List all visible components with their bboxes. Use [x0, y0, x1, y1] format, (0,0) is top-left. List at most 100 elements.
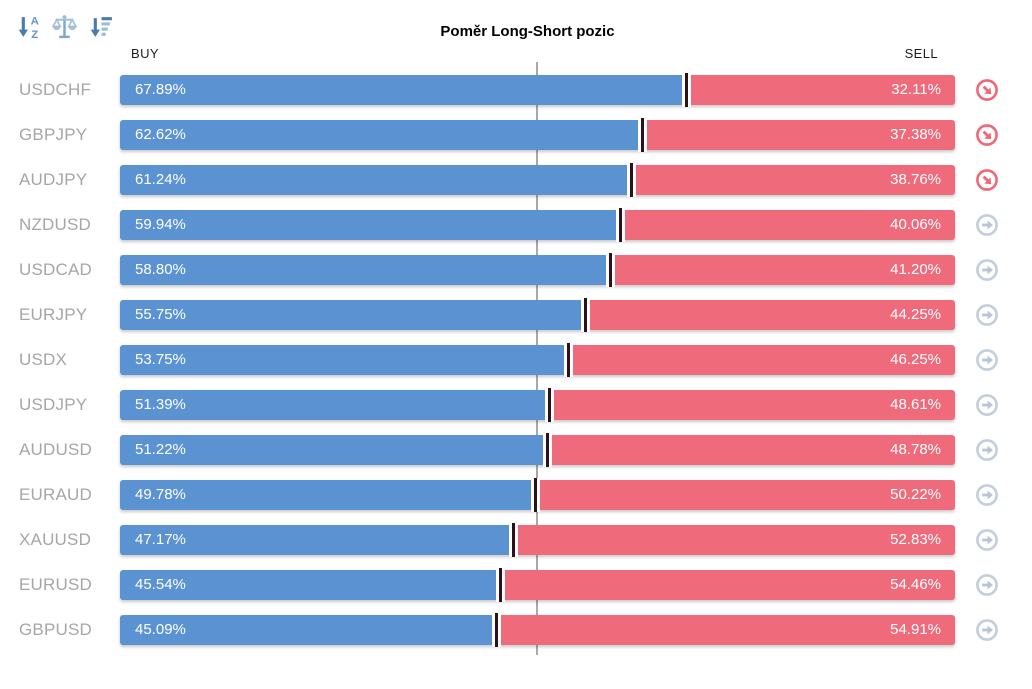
signal-cell: [955, 618, 1032, 642]
ratio-bars: 62.62% 37.38%: [120, 117, 955, 152]
sort-alphabetical-icon: A Z: [15, 13, 42, 45]
buy-sell-divider-tick: [606, 252, 616, 287]
buy-sell-divider-tick: [564, 342, 574, 377]
buy-column-header: BUY: [131, 46, 159, 61]
sort-alphabetical-button[interactable]: A Z: [15, 15, 42, 42]
table-row: AUDUSD 51.22% 48.78%: [0, 427, 1032, 472]
ratio-bars: 45.54% 54.46%: [120, 567, 955, 602]
pair-label: EURJPY: [19, 304, 88, 324]
signal-cell: [955, 78, 1032, 102]
buy-sell-divider-tick: [626, 162, 636, 197]
ratio-bars: 51.22% 48.78%: [120, 432, 955, 467]
signal-right-button[interactable]: [975, 528, 999, 552]
buy-bar: 51.22%: [120, 434, 548, 465]
arrow-right-circle-icon: [975, 303, 999, 331]
table-row: EURAUD 49.78% 50.22%: [0, 472, 1032, 517]
ratio-bars: 58.80% 41.20%: [120, 252, 955, 287]
signal-right-button[interactable]: [975, 483, 999, 507]
arrow-down-right-circle-icon: [975, 168, 999, 196]
arrow-right-circle-icon: [975, 258, 999, 286]
signal-right-button[interactable]: [975, 303, 999, 327]
buy-sell-divider-tick: [581, 297, 590, 332]
table-row: NZDUSD 59.94% 40.06%: [0, 202, 1032, 247]
signal-down-button[interactable]: [975, 168, 999, 192]
balance-scale-icon: [51, 13, 78, 45]
table-row: EURUSD 45.54% 54.46%: [0, 562, 1032, 607]
buy-bar: 62.62%: [120, 119, 643, 150]
signal-right-button[interactable]: [975, 573, 999, 597]
sell-column-header: SELL: [904, 46, 938, 61]
sell-bar: 46.25%: [568, 344, 955, 375]
sell-bar: 44.25%: [585, 299, 955, 330]
signal-cell: [955, 258, 1032, 282]
sell-bar: 48.78%: [547, 434, 955, 465]
buy-bar: 53.75%: [120, 344, 569, 375]
svg-text:Z: Z: [31, 28, 38, 39]
buy-sell-divider-tick: [495, 567, 505, 602]
signal-right-button[interactable]: [975, 438, 999, 462]
table-row: XAUUSD 47.17% 52.83%: [0, 517, 1032, 562]
buy-sell-divider-tick: [682, 72, 692, 107]
signal-cell: [955, 348, 1032, 372]
buy-sell-divider-tick: [638, 117, 648, 152]
sell-bar: 32.11%: [686, 74, 955, 105]
buy-bar: 67.89%: [120, 74, 687, 105]
sell-bar: 38.76%: [631, 164, 955, 195]
arrow-right-circle-icon: [975, 438, 999, 466]
signal-right-button[interactable]: [975, 618, 999, 642]
buy-bar: 51.39%: [120, 389, 550, 420]
signal-cell: [955, 438, 1032, 462]
pair-label: EURAUD: [19, 484, 92, 504]
signal-cell: [955, 303, 1032, 327]
signal-cell: [955, 393, 1032, 417]
signal-right-button[interactable]: [975, 258, 999, 282]
table-row: AUDJPY 61.24% 38.76%: [0, 157, 1032, 202]
sort-toolbar: A Z: [15, 13, 114, 45]
signal-down-button[interactable]: [975, 123, 999, 147]
sort-by-value-button[interactable]: [87, 15, 114, 42]
ratio-bars: 67.89% 32.11%: [120, 72, 955, 107]
pair-label: AUDUSD: [19, 439, 92, 459]
buy-bar: 47.17%: [120, 524, 514, 555]
pair-label: USDCAD: [19, 259, 92, 279]
signal-cell: [955, 123, 1032, 147]
buy-bar: 49.78%: [120, 479, 536, 510]
sell-bar: 54.91%: [496, 614, 955, 645]
page-title: Poměr Long-Short pozic: [440, 23, 615, 40]
sell-bar: 48.61%: [549, 389, 955, 420]
signal-cell: [955, 483, 1032, 507]
arrow-down-right-circle-icon: [975, 123, 999, 151]
table-row: USDCHF 67.89% 32.11%: [0, 67, 1032, 112]
sell-bar: 37.38%: [642, 119, 955, 150]
table-row: GBPJPY 62.62% 37.38%: [0, 112, 1032, 157]
arrow-right-circle-icon: [975, 393, 999, 421]
ratio-bars: 53.75% 46.25%: [120, 342, 955, 377]
signal-right-button[interactable]: [975, 348, 999, 372]
pair-label: AUDJPY: [19, 169, 88, 189]
ratio-bars: 59.94% 40.06%: [120, 207, 955, 242]
pair-label: USDX: [19, 349, 68, 369]
sell-bar: 50.22%: [535, 479, 955, 510]
buy-sell-divider-tick: [544, 387, 554, 422]
buy-bar: 45.54%: [120, 569, 501, 600]
buy-bar: 59.94%: [120, 209, 621, 240]
pair-label: NZDUSD: [19, 214, 92, 234]
table-row: USDX 53.75% 46.25%: [0, 337, 1032, 382]
arrow-right-circle-icon: [975, 348, 999, 376]
arrow-right-circle-icon: [975, 528, 999, 556]
rows: USDCHF 67.89% 32.11%: [0, 67, 1032, 652]
buy-bar: 55.75%: [120, 299, 586, 330]
signal-down-button[interactable]: [975, 78, 999, 102]
sell-bar: 54.46%: [500, 569, 955, 600]
buy-bar: 61.24%: [120, 164, 632, 195]
pair-label: GBPUSD: [19, 619, 92, 639]
buy-sell-divider-tick: [531, 477, 541, 512]
signal-right-button[interactable]: [975, 213, 999, 237]
signal-right-button[interactable]: [975, 393, 999, 417]
svg-text:A: A: [31, 15, 39, 27]
arrow-right-circle-icon: [975, 213, 999, 241]
balance-scale-button[interactable]: [51, 13, 78, 45]
buy-sell-divider-tick: [509, 522, 519, 557]
sell-bar: 40.06%: [620, 209, 955, 240]
